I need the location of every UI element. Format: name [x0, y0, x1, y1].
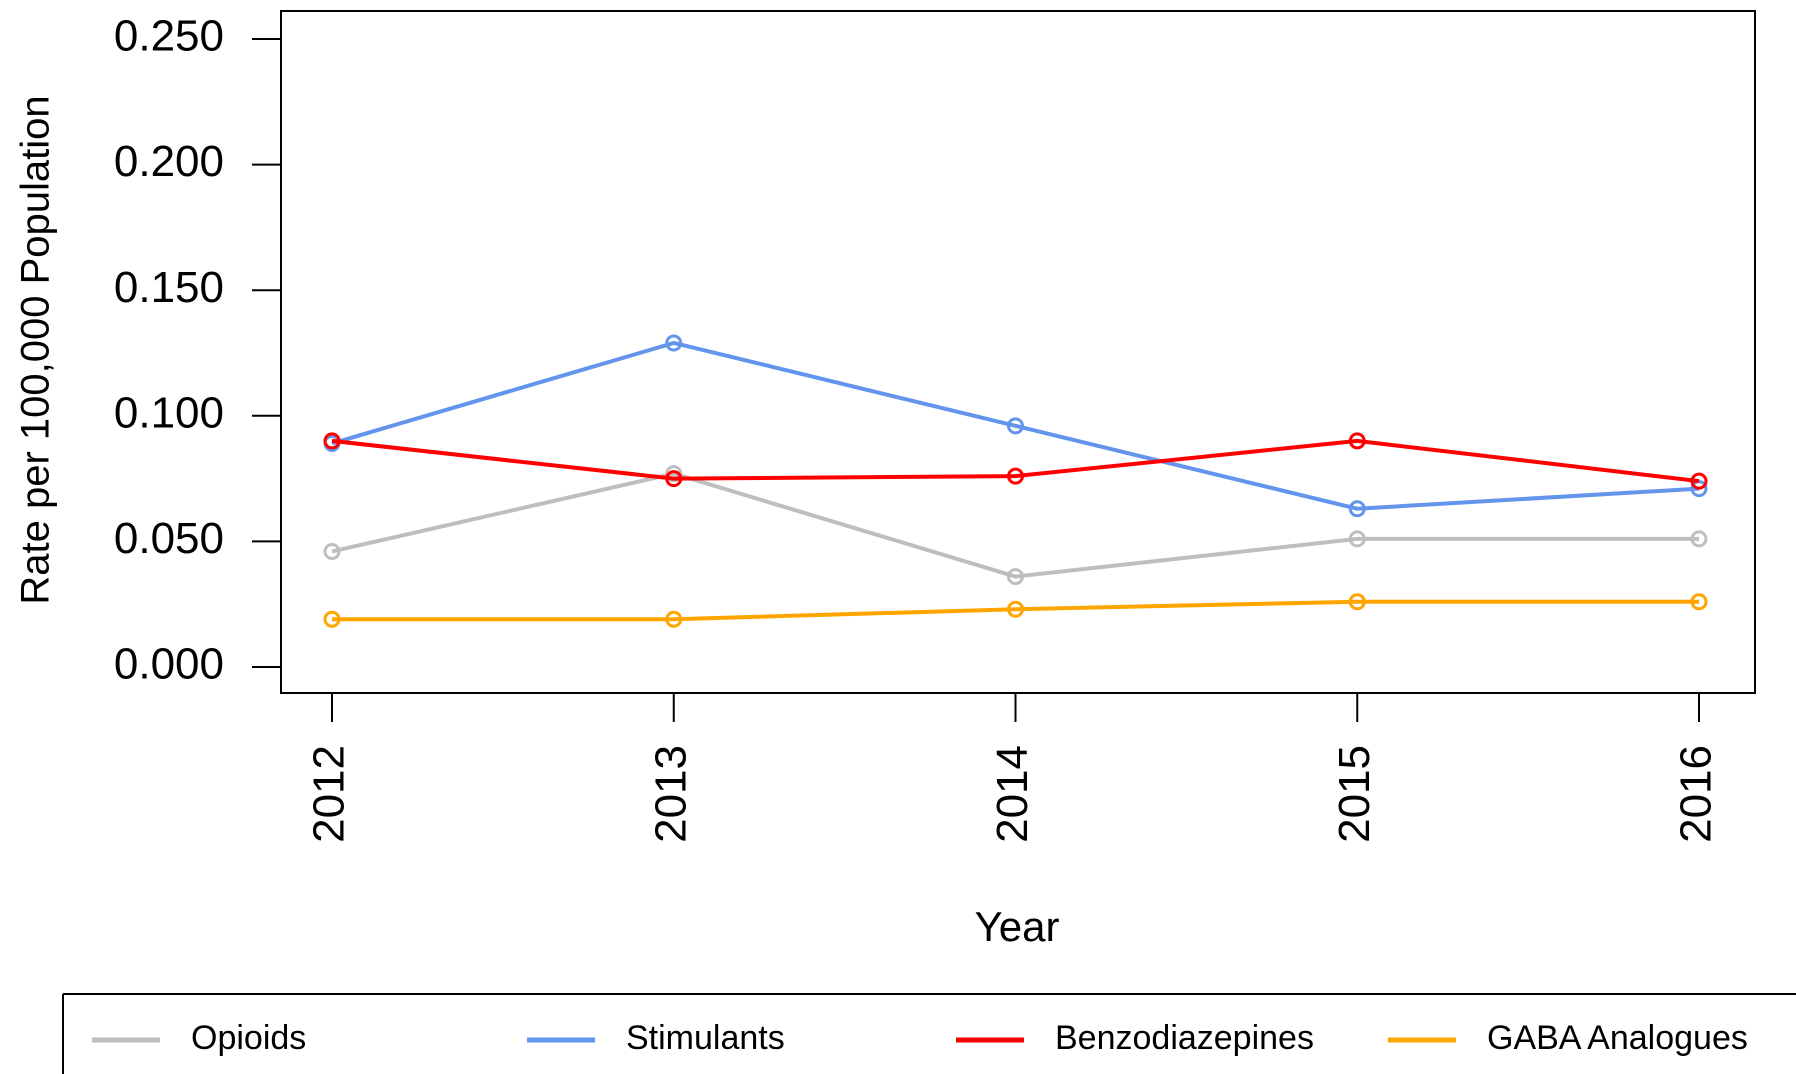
data-point: [1348, 593, 1366, 611]
series-line: [331, 438, 1700, 484]
x-tick-label: 2014: [988, 745, 1037, 843]
y-tick-label: 0.050: [114, 514, 224, 563]
series-line: [331, 471, 1699, 579]
y-tick-label: 0.000: [114, 640, 224, 689]
series-line: [331, 340, 1700, 511]
data-point: [665, 334, 683, 352]
data-point: [1007, 568, 1024, 586]
data-point: [1690, 472, 1708, 490]
x-tick-label: 2016: [1672, 745, 1721, 843]
x-tick-label: 2013: [646, 745, 695, 843]
data-point: [1348, 500, 1366, 518]
data-point: [1007, 417, 1024, 435]
y-axis-label: Rate per 100,000 Population: [14, 95, 58, 604]
data-point: [1348, 432, 1366, 450]
series-line: [332, 599, 1699, 622]
data-point: [1690, 480, 1708, 498]
data-point: [1690, 593, 1708, 611]
plot-frame: [280, 10, 1756, 694]
data-point: [323, 610, 341, 628]
data-point: [665, 610, 683, 628]
y-tick-label: 0.200: [114, 137, 224, 186]
y-tick-label: 0.100: [114, 388, 224, 437]
legend-label: Benzodiazepines: [1055, 1019, 1314, 1057]
y-tick-label: 0.250: [114, 12, 224, 61]
legend-label: Opioids: [191, 1019, 306, 1057]
data-point: [1007, 600, 1024, 618]
legend-label: Stimulants: [626, 1019, 785, 1057]
data-point: [323, 432, 341, 450]
x-tick-label: 2015: [1330, 745, 1379, 843]
data-point: [1690, 530, 1708, 548]
data-point: [323, 542, 341, 560]
data-point: [665, 470, 683, 488]
data-point: [1007, 467, 1024, 485]
x-axis-label: Year: [975, 903, 1060, 950]
legend-label: GABA Analogues: [1487, 1019, 1748, 1057]
data-point: [1348, 530, 1366, 548]
y-tick-label: 0.150: [114, 263, 224, 312]
x-tick-label: 2012: [305, 745, 354, 843]
